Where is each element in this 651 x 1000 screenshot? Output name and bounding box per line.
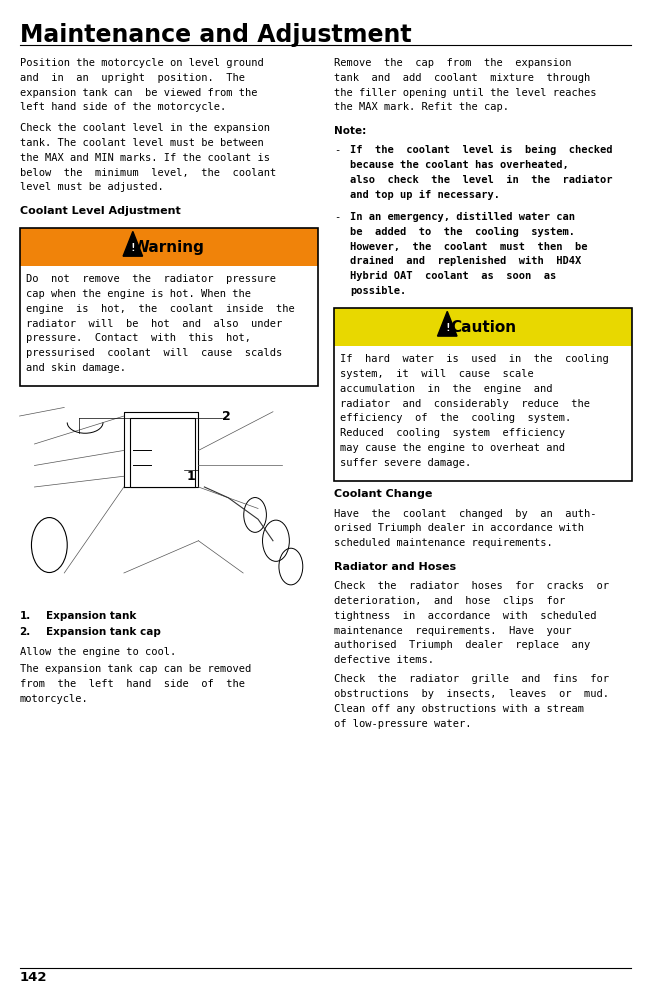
Text: !: ! (444, 323, 450, 333)
Text: cap when the engine is hot. When the: cap when the engine is hot. When the (26, 289, 251, 299)
Text: However,  the  coolant  must  then  be: However, the coolant must then be (350, 242, 588, 252)
Bar (130, 418, 195, 487)
Text: Check the coolant level in the expansion: Check the coolant level in the expansion (20, 123, 270, 133)
Text: 142: 142 (20, 971, 47, 984)
Text: Maintenance and Adjustment: Maintenance and Adjustment (20, 23, 411, 47)
Text: Radiator and Hoses: Radiator and Hoses (334, 562, 456, 572)
Text: drained  and  replenished  with  HD4X: drained and replenished with HD4X (350, 256, 581, 266)
Text: Expansion tank: Expansion tank (46, 611, 136, 621)
Text: obstructions  by  insects,  leaves  or  mud.: obstructions by insects, leaves or mud. (334, 689, 609, 699)
Text: Warning: Warning (133, 240, 204, 255)
Text: pressurised  coolant  will  cause  scalds: pressurised coolant will cause scalds (26, 348, 283, 358)
Text: 1.: 1. (20, 611, 31, 621)
Text: Note:: Note: (334, 126, 367, 136)
Text: -: - (334, 212, 340, 222)
FancyBboxPatch shape (20, 228, 318, 266)
Text: Allow the engine to cool.: Allow the engine to cool. (20, 647, 176, 657)
Text: from  the  left  hand  side  of  the: from the left hand side of the (20, 679, 245, 689)
Text: level must be adjusted.: level must be adjusted. (20, 182, 163, 192)
Polygon shape (437, 311, 457, 336)
Text: be  added  to  the  cooling  system.: be added to the cooling system. (350, 227, 575, 237)
Text: 2: 2 (222, 410, 231, 423)
Text: and skin damage.: and skin damage. (26, 363, 126, 373)
Text: motorcycle.: motorcycle. (20, 694, 89, 704)
Text: pressure.  Contact  with  this  hot,: pressure. Contact with this hot, (26, 333, 251, 343)
Text: defective items.: defective items. (334, 655, 434, 665)
Text: radiator  will  be  hot  and  also  under: radiator will be hot and also under (26, 319, 283, 329)
Text: 2.: 2. (20, 627, 31, 637)
Text: tank. The coolant level must be between: tank. The coolant level must be between (20, 138, 263, 148)
Text: 1: 1 (186, 470, 195, 483)
Polygon shape (123, 231, 143, 256)
FancyBboxPatch shape (334, 308, 632, 346)
Text: radiator  and  considerably  reduce  the: radiator and considerably reduce the (340, 399, 590, 409)
Text: tank  and  add  coolant  mixture  through: tank and add coolant mixture through (334, 73, 590, 83)
Text: possible.: possible. (350, 286, 406, 296)
Text: may cause the engine to overheat and: may cause the engine to overheat and (340, 443, 566, 453)
Text: Check  the  radiator  grille  and  fins  for: Check the radiator grille and fins for (334, 674, 609, 684)
Text: and top up if necessary.: and top up if necessary. (350, 190, 500, 200)
Text: If  the  coolant  level is  being  checked: If the coolant level is being checked (350, 145, 613, 155)
Bar (20, 390, 318, 605)
Text: also  check  the  level  in  the  radiator: also check the level in the radiator (350, 175, 613, 185)
Text: maintenance  requirements.  Have  your: maintenance requirements. Have your (334, 626, 572, 636)
Text: The expansion tank cap can be removed: The expansion tank cap can be removed (20, 664, 251, 674)
Text: Reduced  cooling  system  efficiency: Reduced cooling system efficiency (340, 428, 566, 438)
Text: In an emergency, distilled water can: In an emergency, distilled water can (350, 212, 575, 222)
Text: because the coolant has overheated,: because the coolant has overheated, (350, 160, 569, 170)
Text: tightness  in  accordance  with  scheduled: tightness in accordance with scheduled (334, 611, 596, 621)
Text: deterioration,  and  hose  clips  for: deterioration, and hose clips for (334, 596, 565, 606)
Text: -: - (334, 145, 340, 155)
Text: Position the motorcycle on level ground: Position the motorcycle on level ground (20, 58, 263, 68)
Text: orised Triumph dealer in accordance with: orised Triumph dealer in accordance with (334, 523, 584, 533)
Text: Hybrid OAT  coolant  as  soon  as: Hybrid OAT coolant as soon as (350, 271, 557, 281)
Text: left hand side of the motorcycle.: left hand side of the motorcycle. (20, 102, 226, 112)
Text: Coolant Level Adjustment: Coolant Level Adjustment (20, 206, 180, 216)
Text: the MAX and MIN marks. If the coolant is: the MAX and MIN marks. If the coolant is (20, 153, 270, 163)
Text: below  the  minimum  level,  the  coolant: below the minimum level, the coolant (20, 168, 276, 178)
Text: suffer severe damage.: suffer severe damage. (340, 458, 472, 468)
Text: Do  not  remove  the  radiator  pressure: Do not remove the radiator pressure (26, 274, 276, 284)
Text: !: ! (130, 243, 136, 253)
Text: Remove  the  cap  from  the  expansion: Remove the cap from the expansion (334, 58, 572, 68)
Text: system,  it  will  cause  scale: system, it will cause scale (340, 369, 534, 379)
Text: If  hard  water  is  used  in  the  cooling: If hard water is used in the cooling (340, 354, 609, 364)
Text: expansion tank can  be viewed from the: expansion tank can be viewed from the (20, 88, 257, 98)
Text: efficiency  of  the  cooling  system.: efficiency of the cooling system. (340, 413, 572, 423)
Text: Check  the  radiator  hoses  for  cracks  or: Check the radiator hoses for cracks or (334, 581, 609, 591)
Text: the MAX mark. Refit the cap.: the MAX mark. Refit the cap. (334, 102, 509, 112)
Text: scheduled maintenance requirements.: scheduled maintenance requirements. (334, 538, 553, 548)
FancyBboxPatch shape (20, 266, 318, 386)
Text: Expansion tank cap: Expansion tank cap (46, 627, 160, 637)
Text: Caution: Caution (450, 320, 516, 335)
Text: engine  is  hot,  the  coolant  inside  the: engine is hot, the coolant inside the (26, 304, 295, 314)
Text: accumulation  in  the  engine  and: accumulation in the engine and (340, 384, 553, 394)
Text: Coolant Change: Coolant Change (334, 489, 432, 499)
Text: Have  the  coolant  changed  by  an  auth-: Have the coolant changed by an auth- (334, 509, 596, 519)
Text: and  in  an  upright  position.  The: and in an upright position. The (20, 73, 245, 83)
FancyBboxPatch shape (334, 346, 632, 481)
Text: Clean off any obstructions with a stream: Clean off any obstructions with a stream (334, 704, 584, 714)
Text: of low-pressure water.: of low-pressure water. (334, 719, 471, 729)
Text: authorised  Triumph  dealer  replace  any: authorised Triumph dealer replace any (334, 640, 590, 650)
Text: the filler opening until the level reaches: the filler opening until the level reach… (334, 88, 596, 98)
